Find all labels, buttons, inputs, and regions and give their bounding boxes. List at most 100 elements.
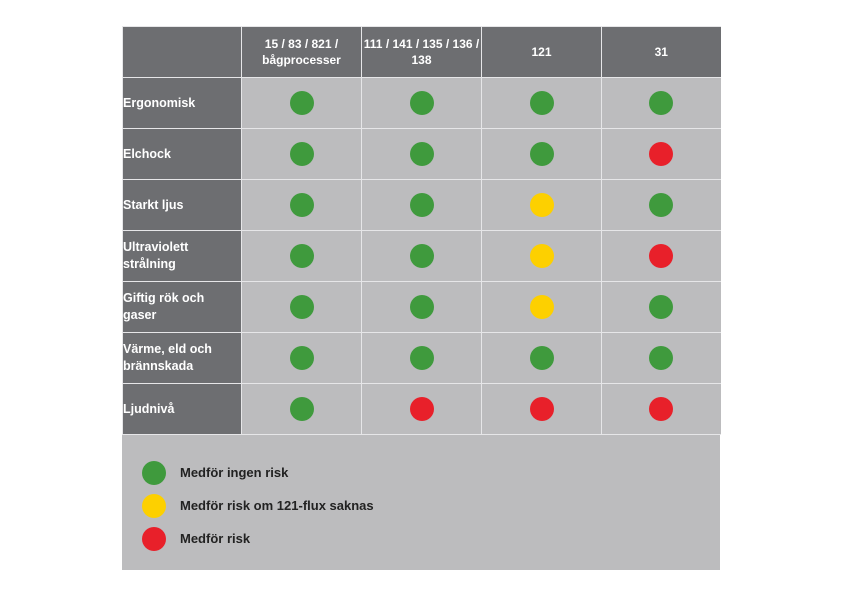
column-header-1: 15 / 83 / 821 / bågprocesser [241, 26, 362, 78]
rating-cell [481, 332, 602, 384]
rating-cell [481, 179, 602, 231]
green-status-dot-icon [289, 397, 314, 421]
row-header-label: Starkt ljus [123, 197, 184, 212]
rating-cell [481, 383, 602, 435]
green-status-dot-icon [529, 142, 554, 166]
risk-matrix-table: 15 / 83 / 821 / bågprocesser 111 / 141 /… [122, 26, 721, 435]
rating-cell [601, 77, 721, 129]
rating-cell [481, 77, 602, 129]
legend-label: Medför risk om 121-flux saknas [180, 498, 374, 513]
rating-cell [241, 128, 362, 180]
row-header-label: Ergonomisk [123, 95, 196, 110]
yellow-status-dot-icon [529, 244, 554, 268]
green-status-dot-icon [289, 91, 314, 115]
matrix-body: Ergonomisk Elchock Starkt ljus Ultraviolett… [122, 77, 721, 435]
red-status-dot-icon [649, 142, 674, 166]
row-header-label: Ljudnivå [123, 401, 175, 416]
rating-cell [481, 230, 602, 282]
table-row: Giftig rök och gaser [122, 281, 721, 333]
row-header-label: Ultraviolett strålning [123, 240, 189, 271]
green-status-dot-icon [649, 91, 674, 115]
green-status-dot-icon [289, 142, 314, 166]
rating-cell [361, 281, 482, 333]
green-status-dot-icon [529, 91, 554, 115]
green-status-dot-icon [529, 346, 554, 370]
row-header: Ultraviolett strålning [122, 230, 242, 282]
rating-cell [361, 383, 482, 435]
rating-cell [241, 230, 362, 282]
rating-cell [601, 179, 721, 231]
rating-cell [241, 383, 362, 435]
rating-cell [361, 179, 482, 231]
row-header: Värme, eld och brännskada [122, 332, 242, 384]
legend: Medför ingen risk Medför risk om 121-flux… [142, 456, 702, 555]
red-status-dot-icon [649, 244, 674, 268]
green-status-dot-icon [289, 346, 314, 370]
rating-cell [241, 179, 362, 231]
green-status-dot-icon [649, 193, 674, 217]
rating-cell [361, 230, 482, 282]
row-header: Elchock [122, 128, 242, 180]
green-legend-dot-icon [142, 460, 166, 485]
yellow-status-dot-icon [529, 193, 554, 217]
row-header-label: Värme, eld och brännskada [123, 342, 212, 373]
red-status-dot-icon [529, 397, 554, 421]
green-status-dot-icon [289, 244, 314, 268]
table-row: Ergonomisk [122, 77, 721, 129]
corner-cell [122, 26, 242, 78]
green-status-dot-icon [409, 91, 434, 115]
rating-cell [361, 77, 482, 129]
red-status-dot-icon [649, 397, 674, 421]
legend-item: Medför risk om 121-flux saknas [142, 489, 702, 522]
legend-item: Medför ingen risk [142, 456, 702, 489]
row-header-label: Giftig rök och gaser [123, 291, 205, 322]
green-status-dot-icon [649, 295, 674, 319]
risk-matrix-panel: 15 / 83 / 821 / bågprocesser 111 / 141 /… [122, 26, 721, 570]
green-status-dot-icon [409, 142, 434, 166]
green-status-dot-icon [409, 295, 434, 319]
table-row: Ultraviolett strålning [122, 230, 721, 282]
column-header-label: 111 / 141 / 135 / 136 / 138 [363, 37, 480, 67]
green-status-dot-icon [409, 193, 434, 217]
rating-cell [241, 281, 362, 333]
rating-cell [241, 332, 362, 384]
green-status-dot-icon [409, 244, 434, 268]
green-status-dot-icon [649, 346, 674, 370]
column-header-3: 121 [481, 26, 602, 78]
rating-cell [601, 281, 721, 333]
red-status-dot-icon [409, 397, 434, 421]
column-header-2: 111 / 141 / 135 / 136 / 138 [361, 26, 482, 78]
rating-cell [241, 77, 362, 129]
legend-item: Medför risk [142, 522, 702, 555]
legend-label: Medför risk [180, 531, 251, 546]
red-legend-dot-icon [142, 526, 166, 551]
green-status-dot-icon [409, 346, 434, 370]
table-row: Värme, eld och brännskada [122, 332, 721, 384]
rating-cell [601, 332, 721, 384]
rating-cell [601, 383, 721, 435]
green-status-dot-icon [289, 193, 314, 217]
rating-cell [481, 128, 602, 180]
rating-cell [601, 128, 721, 180]
column-header-label: 121 [531, 45, 552, 59]
rating-cell [481, 281, 602, 333]
legend-label: Medför ingen risk [180, 465, 289, 480]
row-header: Ergonomisk [122, 77, 242, 129]
rating-cell [361, 128, 482, 180]
green-status-dot-icon [289, 295, 314, 319]
header-row: 15 / 83 / 821 / bågprocesser 111 / 141 /… [122, 26, 721, 78]
rating-cell [601, 230, 721, 282]
row-header: Giftig rök och gaser [122, 281, 242, 333]
table-row: Elchock [122, 128, 721, 180]
yellow-status-dot-icon [529, 295, 554, 319]
column-header-label: 15 / 83 / 821 / bågprocesser [262, 37, 341, 67]
yellow-legend-dot-icon [142, 493, 166, 518]
column-header-label: 31 [654, 45, 668, 59]
column-header-4: 31 [601, 26, 721, 78]
table-row: Ljudnivå [122, 383, 721, 435]
rating-cell [361, 332, 482, 384]
row-header: Starkt ljus [122, 179, 242, 231]
table-row: Starkt ljus [122, 179, 721, 231]
row-header: Ljudnivå [122, 383, 242, 435]
row-header-label: Elchock [123, 146, 171, 161]
